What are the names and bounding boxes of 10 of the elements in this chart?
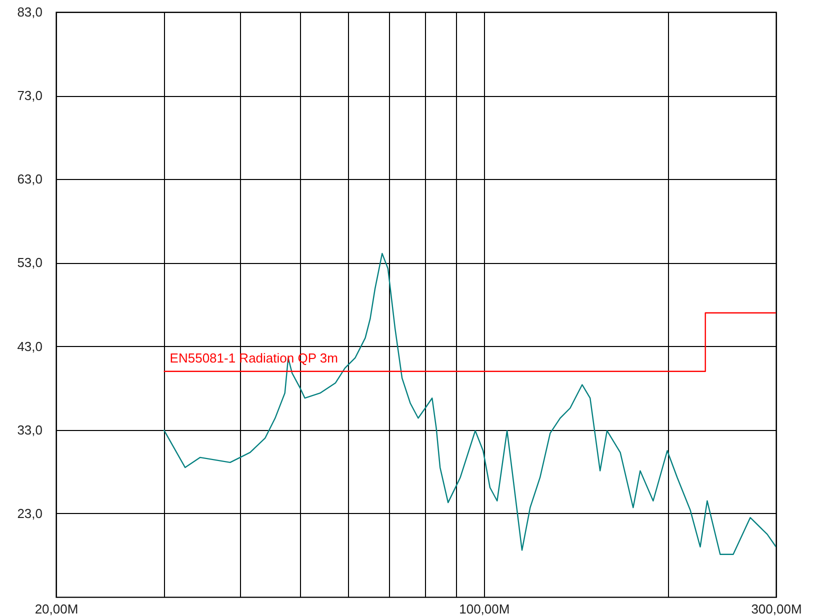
x-tick-label: 300,00M xyxy=(751,602,802,616)
y-tick-label: 83,0 xyxy=(17,4,42,20)
y-tick-label: 33,0 xyxy=(17,422,42,438)
y-tick-label: 43,0 xyxy=(17,338,42,354)
y-tick-label: 53,0 xyxy=(17,255,42,270)
y-tick-label: 63,0 xyxy=(17,172,42,187)
y-tick-label: 23,0 xyxy=(17,506,42,521)
y-tick-label: 73,0 xyxy=(17,88,42,104)
x-tick-label: 100,00M xyxy=(459,602,510,616)
x-tick-label: 20,00M xyxy=(34,602,78,616)
